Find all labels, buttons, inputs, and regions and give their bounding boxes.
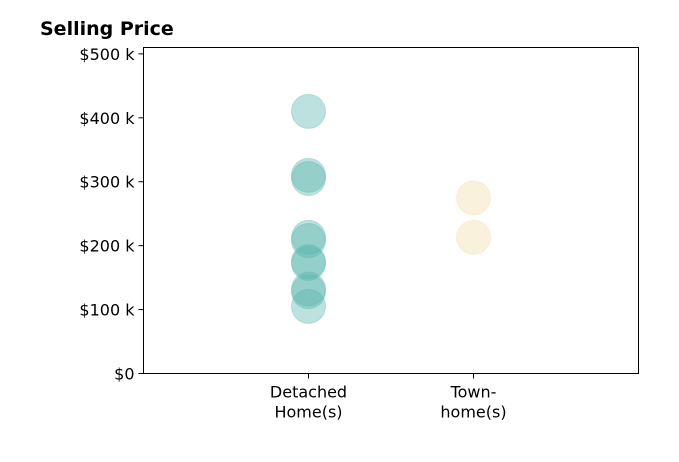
data-point — [456, 180, 491, 216]
data-point — [456, 219, 491, 255]
data-point — [291, 274, 326, 310]
y-tick-label: $200 k — [79, 237, 135, 256]
y-tick-label: $0 — [114, 365, 134, 384]
data-point — [291, 246, 326, 282]
data-point — [291, 93, 326, 129]
y-axis: $0 $100 k $200 k $300 k $400 k $500 k — [79, 45, 144, 384]
x-tick-label: Town-home(s) — [440, 383, 506, 422]
y-tick-label: $500 k — [79, 45, 135, 64]
data-point — [291, 161, 326, 197]
x-tick-label-line: Home(s) — [274, 403, 342, 422]
x-tick-label-line: Detached — [270, 383, 347, 402]
y-tick-label: $300 k — [79, 173, 135, 192]
data-point — [291, 223, 326, 259]
x-tick-label-line: home(s) — [440, 403, 506, 422]
data-point — [291, 219, 326, 255]
x-axis: Detached Home(s) Town-home(s) — [270, 373, 507, 422]
data-points — [291, 93, 491, 324]
chart-title: Selling Price — [40, 18, 174, 40]
data-point — [291, 271, 326, 307]
y-tick-label: $100 k — [79, 301, 135, 320]
plot-frame — [143, 47, 639, 374]
y-tick-label: $400 k — [79, 109, 135, 128]
data-point — [291, 244, 326, 280]
data-point — [291, 288, 326, 324]
data-point — [291, 157, 326, 193]
x-tick-label-line: Town- — [450, 383, 497, 402]
x-tick-label: Detached Home(s) — [270, 383, 347, 422]
